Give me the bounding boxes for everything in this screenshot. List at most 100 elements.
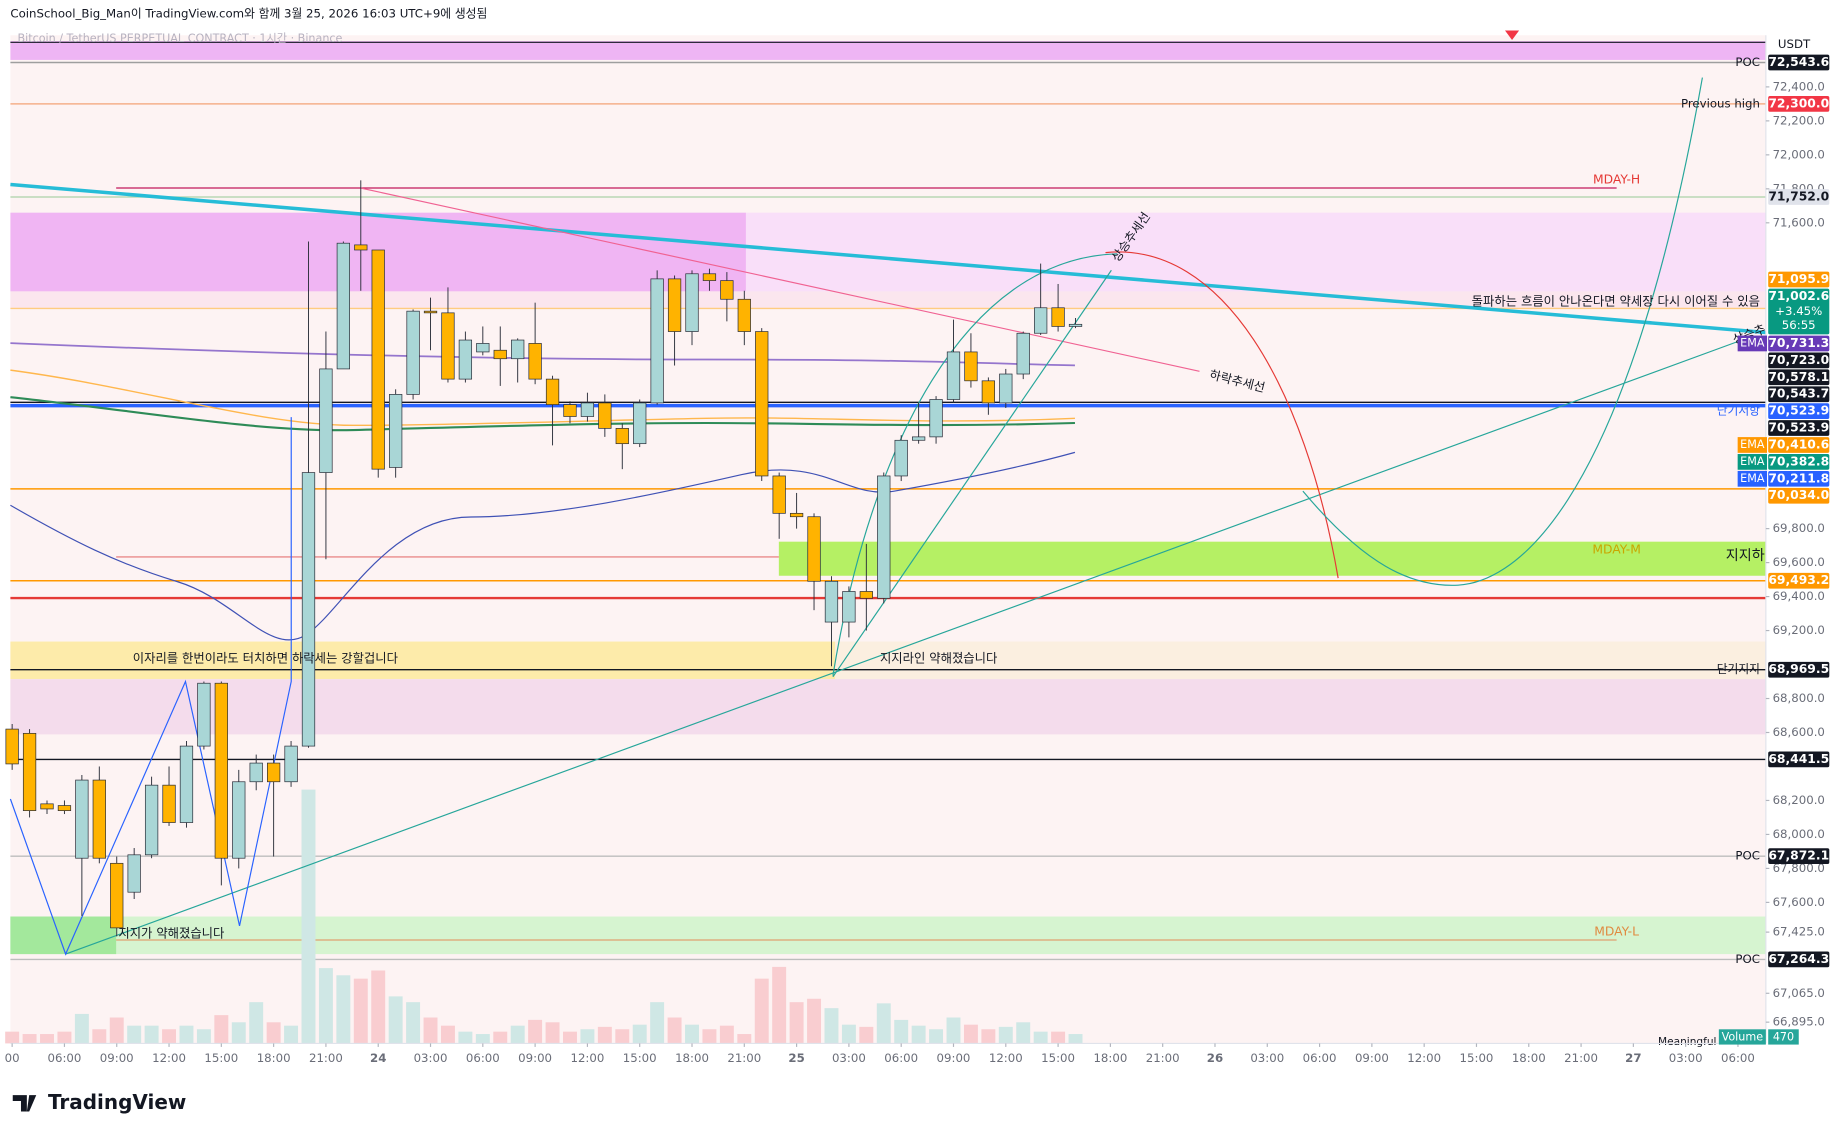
- zone: [778, 541, 1766, 576]
- volume-bar: [754, 978, 769, 1044]
- y-tick-label: 69,600.0: [1773, 555, 1825, 569]
- candle-body: [511, 339, 525, 360]
- annotation: Meaningful: [1658, 1036, 1716, 1048]
- tag-box: [1737, 335, 1768, 352]
- x-tick-label: 06:00: [48, 1051, 82, 1065]
- volume-bar: [353, 978, 368, 1044]
- candle-body: [615, 428, 629, 445]
- tag-box: [1737, 470, 1768, 487]
- price-label-box: [1768, 352, 1830, 369]
- level-name: 단기저항: [1717, 404, 1760, 418]
- price-label-box: [1768, 951, 1830, 968]
- volume-bar: [5, 1031, 20, 1044]
- x-tick-label: 24: [370, 1051, 386, 1065]
- candle-body: [702, 273, 717, 281]
- volume: [5, 789, 1083, 1044]
- volume-title: Volume: [1722, 1031, 1764, 1044]
- level-name: 단기지지: [1717, 662, 1760, 676]
- annotation: 이자리를 한번이라도 터치하면 하락세는 강할겁니다: [133, 652, 398, 666]
- x-tick-label: 18:00: [675, 1051, 709, 1065]
- x-tick-label: 15:00: [1460, 1051, 1494, 1065]
- candle-body: [528, 343, 542, 380]
- volume-bar: [963, 1024, 978, 1044]
- x-axis: 00 06:00 09:00 12:00 15:00 18:00 21:00 24 03:00 0…: [5, 1043, 1755, 1065]
- volume-bar: [458, 1031, 473, 1044]
- price-label-box: [1768, 420, 1830, 436]
- volume-bar: [40, 1034, 54, 1044]
- x-tick-label: 18:00: [1512, 1051, 1546, 1065]
- symbol: Bitcoin / TetherUS PERPETUAL CONTRACT · …: [17, 32, 342, 45]
- volume-bar: [981, 1029, 996, 1044]
- price-label-box: [1768, 437, 1830, 453]
- price-label: 71,002.6: [1768, 289, 1829, 303]
- y-tick-label: 66,895.0: [1773, 1015, 1825, 1029]
- price-label: 70,034.0: [1768, 488, 1829, 502]
- candle-body: [685, 273, 699, 332]
- volume-bar: [772, 966, 787, 1044]
- price-label-box: [1768, 335, 1830, 352]
- candle-body: [859, 591, 873, 599]
- price-label-box: [1768, 403, 1830, 420]
- price-label: 71,095.9: [1768, 272, 1829, 286]
- volume-bar: [545, 1022, 560, 1044]
- candle-body: [162, 784, 176, 823]
- volume-bar: [109, 1017, 124, 1044]
- tag: EMA: [1740, 438, 1765, 451]
- volume-bar: [580, 1029, 595, 1044]
- volume-bar: [440, 1025, 455, 1044]
- price-label-box: [1768, 96, 1830, 112]
- trend-line: [360, 187, 1200, 372]
- ema-line: [10, 396, 1075, 432]
- volume-value: 470: [1773, 1031, 1794, 1044]
- volume-bar: [946, 1017, 961, 1044]
- volume-bar: [563, 1031, 577, 1044]
- y-tick-label: 68,800.0: [1773, 691, 1825, 705]
- candle-body: [371, 249, 385, 470]
- volume-bar: [249, 1002, 264, 1044]
- zone: [745, 212, 1766, 292]
- volume-bar: [406, 1002, 421, 1044]
- volume-bar: [179, 1025, 194, 1044]
- candle-body: [1016, 332, 1030, 375]
- volume-bar: [615, 1029, 630, 1044]
- volume-bar: [841, 1024, 856, 1044]
- volume-bar: [266, 1022, 281, 1044]
- projection: [1105, 251, 1339, 579]
- price-label-box: [1768, 369, 1830, 386]
- y-tick-label: 72,400.0: [1773, 79, 1825, 93]
- trend-line: [65, 340, 1741, 955]
- x-tick-label: 21:00: [727, 1051, 761, 1065]
- price-label: 70,543.7: [1768, 387, 1829, 401]
- x-tick-label: 03:00: [832, 1051, 866, 1065]
- candle-body: [110, 862, 124, 929]
- ema-line: [10, 342, 1075, 367]
- candle-body: [789, 512, 804, 518]
- volume-bar: [318, 968, 333, 1044]
- candle-body: [633, 402, 647, 445]
- volume-bar: [911, 1025, 926, 1044]
- x-tick-label: 15:00: [1041, 1051, 1075, 1065]
- price-label-box: [1768, 454, 1830, 470]
- volume-bar: [685, 1024, 699, 1044]
- annotation: MDAY-H: [1593, 172, 1640, 186]
- price-label-box: [1768, 661, 1830, 678]
- candle-body: [144, 784, 159, 856]
- x-tick-label: 18:00: [257, 1051, 291, 1065]
- zone: [10, 641, 836, 680]
- tag: EMA: [1740, 336, 1765, 349]
- volume-bar: [632, 1024, 647, 1044]
- candle-body: [545, 378, 560, 405]
- candle-body: [267, 762, 281, 783]
- x-tick-label: 15:00: [204, 1051, 238, 1065]
- price-label: 67,872.1: [1768, 849, 1829, 863]
- x-tick-label: 21:00: [309, 1051, 343, 1065]
- candle-body: [720, 280, 734, 300]
- price-label: 70,731.3: [1768, 336, 1829, 350]
- price-label: 69,493.2: [1768, 573, 1829, 587]
- volume-bar: [894, 1019, 909, 1044]
- price-label-box: [1768, 470, 1830, 487]
- volume-bar: [196, 1029, 211, 1044]
- y-tick-label: 68,000.0: [1773, 827, 1825, 841]
- projection: [1302, 77, 1703, 586]
- price-label-box: [1768, 54, 1830, 71]
